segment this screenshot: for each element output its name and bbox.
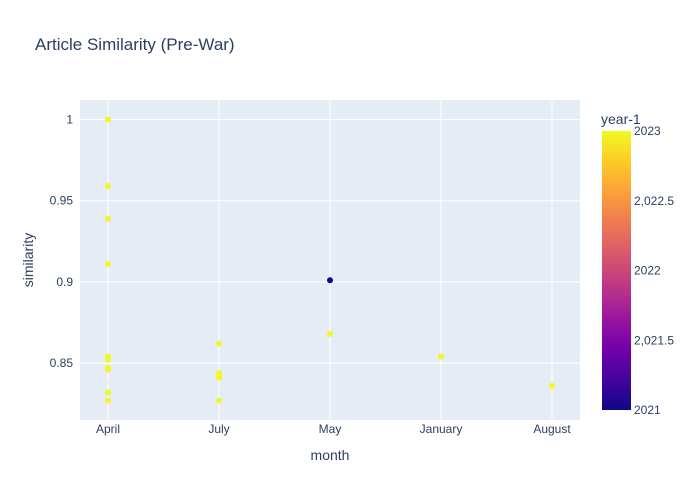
x-ticks: April July May January August: [96, 422, 571, 436]
colorbar-tick-label: 2021: [634, 403, 661, 417]
colorbar-tick-label: 2022: [634, 264, 661, 278]
data-point: [216, 340, 222, 347]
data-point: [327, 277, 333, 284]
y-ticks: 0.85 0.9 0.95 1: [50, 112, 74, 370]
data-point: [105, 261, 111, 268]
data-point: [216, 397, 222, 404]
data-point: [105, 366, 111, 373]
y-tick-label: 0.95: [50, 194, 74, 208]
colorbar-ticks: 2021 2,021.5 2022 2,022.5 2023: [634, 124, 674, 417]
grid: [80, 100, 580, 420]
colorbar: [602, 131, 631, 410]
data-point: [105, 389, 111, 396]
data-point: [327, 330, 333, 337]
colorbar-tick-label: 2,021.5: [634, 333, 674, 347]
chart-title: Article Similarity (Pre-War): [35, 35, 235, 54]
data-point: [105, 183, 111, 190]
data-point: [105, 116, 111, 123]
y-tick-label: 0.9: [56, 275, 73, 289]
data-point: [438, 353, 444, 360]
data-point: [216, 374, 222, 381]
y-tick-label: 1: [66, 112, 73, 126]
x-tick-label: July: [208, 422, 229, 436]
x-tick-label: January: [420, 422, 463, 436]
x-tick-label: April: [96, 422, 120, 436]
data-point: [105, 397, 111, 404]
y-axis-title: similarity: [20, 233, 36, 287]
data-point: [105, 356, 111, 363]
points: [105, 116, 555, 404]
y-tick-label: 0.85: [50, 356, 74, 370]
data-point: [105, 215, 111, 222]
colorbar-tick-label: 2,022.5: [634, 194, 674, 208]
data-point: [549, 382, 555, 389]
x-tick-label: August: [533, 422, 571, 436]
colorbar-tick-label: 2023: [634, 124, 661, 138]
x-tick-label: May: [319, 422, 342, 436]
colorbar-title: year-1: [601, 111, 641, 127]
x-axis-title: month: [311, 447, 350, 463]
